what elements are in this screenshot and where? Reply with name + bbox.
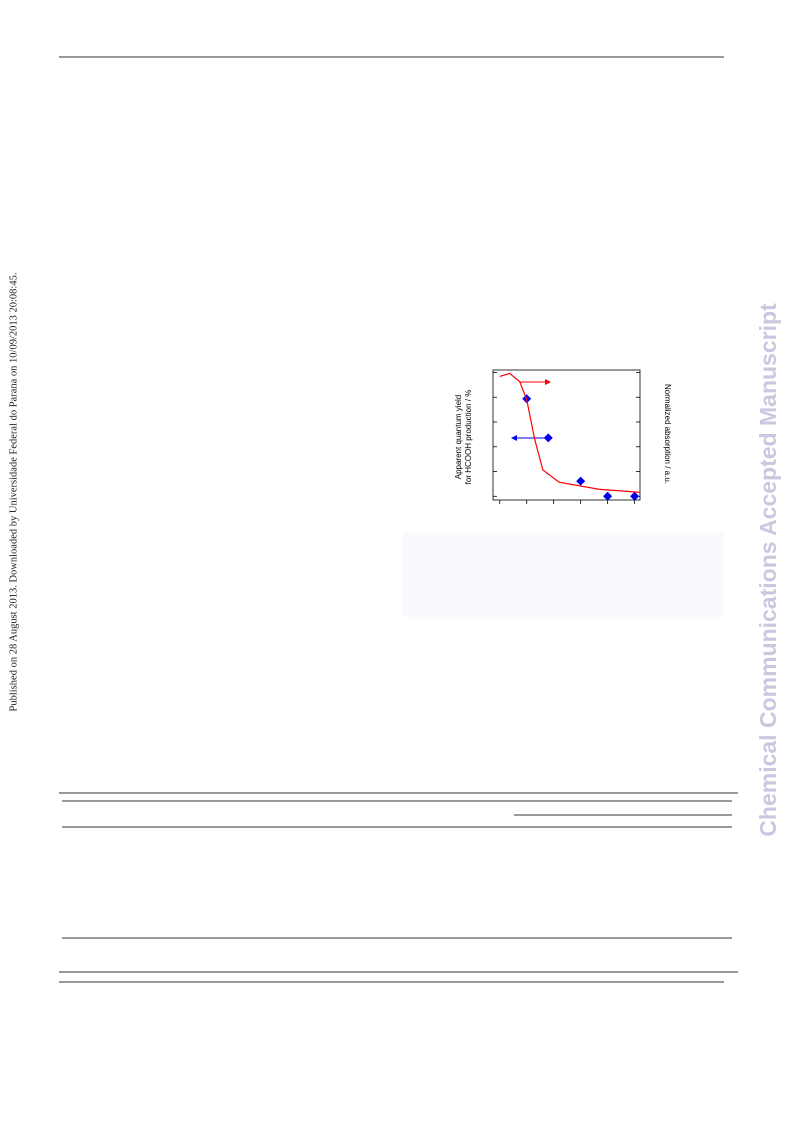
y-axis-title: Apparent quantum yield: [454, 395, 463, 480]
y2-axis-title: Normalized absorption / a.u.: [663, 384, 672, 484]
data-point: [576, 476, 586, 486]
plot-frame: [492, 369, 641, 501]
data-point: [543, 433, 553, 443]
y-axis-title: for HCOOH production / %: [464, 390, 473, 485]
arrow-head: [545, 379, 551, 385]
table-rules: [59, 792, 738, 983]
absorption-curve: [499, 372, 641, 493]
data-point: [603, 491, 613, 501]
caption-box: [403, 533, 724, 617]
watermark: Chemical Communications Accepted Manuscr…: [755, 303, 781, 837]
download-note: Published on 28 August 2013. Downloaded …: [8, 273, 19, 712]
arrow-head: [511, 435, 517, 441]
data-point: [630, 491, 640, 501]
